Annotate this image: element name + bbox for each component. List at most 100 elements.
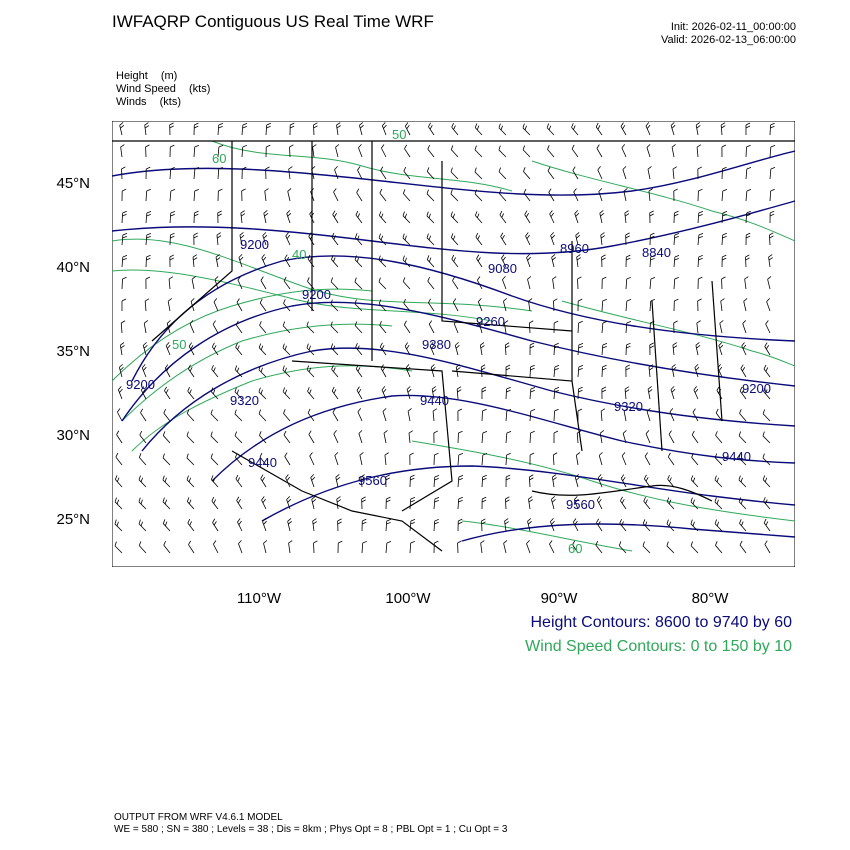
wind-barb [671, 364, 677, 378]
wind-barb [186, 453, 195, 466]
wind-barb [381, 386, 387, 400]
wind-barb [601, 342, 608, 356]
wind-barb [138, 497, 147, 510]
wind-barb [192, 254, 198, 268]
wind-barb [427, 276, 435, 290]
wind-barb [625, 320, 632, 334]
wind-barb [764, 342, 771, 356]
wind-barb [409, 519, 416, 532]
wind-speed-label: 50 [172, 337, 186, 352]
wind-barb [762, 475, 771, 488]
wind-barb [145, 232, 152, 246]
wind-barb [312, 518, 317, 532]
wind-barb [745, 144, 751, 158]
wind-barb [426, 233, 435, 246]
wind-barb [690, 519, 699, 532]
wind-barb [601, 386, 607, 400]
wind-barb [311, 496, 317, 510]
wind-barb [646, 408, 651, 422]
wind-speed-contour-note: Wind Speed Contours: 0 to 150 by 10 [525, 638, 792, 655]
wind-barb [210, 453, 219, 466]
lon-label-100w: 100°W [385, 590, 431, 607]
wind-barb [114, 519, 123, 532]
wind-barb [330, 321, 339, 334]
wind-barb [140, 386, 147, 400]
lat-label-30n: 30°N [56, 427, 90, 444]
wind-barb [119, 122, 125, 136]
wind-barb [769, 122, 775, 136]
wind-barb [121, 233, 128, 246]
wind-barb [162, 431, 171, 444]
wind-barb [265, 144, 271, 158]
legend-winds-name: Winds [116, 96, 147, 108]
wind-barb [742, 320, 747, 334]
wind-barb [263, 540, 268, 554]
wind-barb [331, 255, 339, 268]
wind-barb [193, 232, 199, 246]
wind-barb [169, 166, 175, 180]
wind-barb [715, 431, 723, 444]
wind-barb [762, 409, 771, 422]
wind-barb [385, 541, 392, 554]
wind-barb [333, 188, 339, 202]
wind-barb [210, 475, 219, 488]
wind-barb [427, 144, 435, 158]
wind-barb [595, 122, 603, 136]
wind-barb [331, 386, 339, 400]
wind-speed-label: 40 [292, 247, 306, 262]
wind-barb [354, 277, 363, 290]
wind-barb [409, 540, 416, 554]
wind-barb [262, 518, 267, 532]
wind-barb [121, 254, 128, 268]
wind-barb [378, 255, 387, 268]
wind-barb [379, 188, 387, 202]
wind-barb [549, 210, 555, 224]
wind-barb [241, 144, 247, 158]
wind-barb [553, 342, 559, 356]
wind-barb [577, 320, 583, 334]
wind-barb [165, 342, 171, 356]
wind-barb [356, 386, 363, 400]
wind-barb [237, 518, 243, 532]
wind-barb [121, 298, 127, 312]
wind-barb [620, 474, 627, 488]
wind-barb [169, 232, 175, 246]
wind-barb [625, 276, 631, 290]
wind-barb [402, 233, 411, 246]
wind-barb [721, 232, 727, 246]
wind-barb [355, 343, 363, 356]
wind-barb [644, 452, 651, 466]
wind-barb [359, 452, 364, 466]
height-label: 8840 [642, 245, 671, 260]
wind-barb [453, 320, 459, 334]
wind-barb [258, 343, 267, 356]
valid-time: Valid: 2026-02-13_06:00:00 [661, 34, 796, 46]
wind-barb [378, 299, 387, 312]
wind-barb [767, 276, 772, 290]
wind-barb [354, 321, 363, 334]
wind-barb [313, 540, 318, 554]
wind-barb [500, 232, 507, 246]
wind-barb [211, 365, 219, 378]
wind-barb [433, 430, 439, 444]
lon-label-110w: 110°W [236, 590, 282, 607]
wind-barb [428, 320, 435, 334]
wind-barb [259, 431, 267, 444]
wind-barb [234, 365, 243, 378]
wind-barb [715, 408, 723, 422]
wind-barb [117, 386, 123, 400]
wind-barb [138, 541, 147, 554]
wind-barb [646, 144, 651, 158]
wind-barb [474, 211, 483, 224]
legend-wind-speed: Wind Speed (kts) [116, 83, 210, 96]
wind-barb [505, 452, 511, 466]
wind-barb [669, 408, 675, 422]
footer-config-line: WE = 580 ; SN = 380 ; Levels = 38 ; Dis … [114, 824, 508, 835]
wind-barb [430, 364, 436, 378]
wind-barb [529, 452, 535, 466]
wind-barb [572, 540, 579, 554]
wind-barb [163, 540, 171, 554]
wind-barb [283, 409, 291, 422]
wind-barb [577, 343, 584, 356]
wind-barb [647, 386, 653, 400]
